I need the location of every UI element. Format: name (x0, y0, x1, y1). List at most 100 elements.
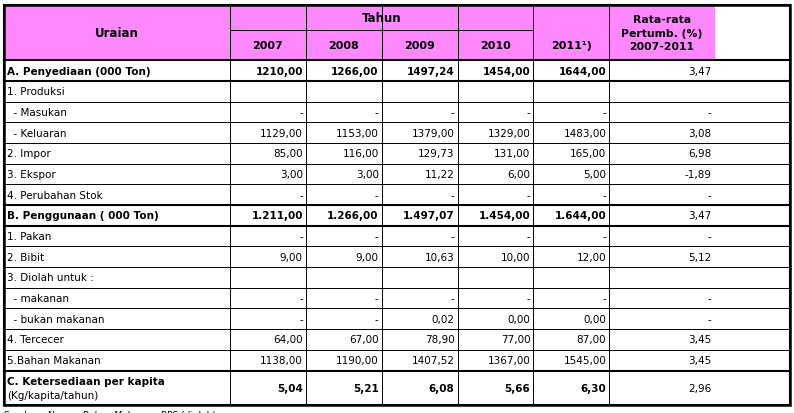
Text: 3,45: 3,45 (688, 335, 711, 344)
Text: -: - (375, 231, 379, 242)
Text: -: - (707, 108, 711, 118)
Text: 1.266,00: 1.266,00 (327, 211, 379, 221)
Text: Rata-rata
Pertumb. (%)
2007-2011: Rata-rata Pertumb. (%) 2007-2011 (621, 15, 703, 52)
Text: 3,45: 3,45 (688, 355, 711, 365)
Text: 3. Ekspor: 3. Ekspor (7, 170, 56, 180)
Text: -: - (526, 293, 530, 304)
Text: 5,00: 5,00 (584, 170, 607, 180)
Text: 2. Bibit: 2. Bibit (7, 252, 44, 262)
Text: 0,02: 0,02 (431, 314, 454, 324)
Bar (4, 185, 790, 206)
Bar (4, 350, 790, 370)
Text: -: - (375, 108, 379, 118)
Text: 1497,24: 1497,24 (407, 66, 454, 76)
Bar (4, 247, 790, 268)
Text: Tahun: Tahun (362, 12, 402, 25)
Text: 3,00: 3,00 (356, 170, 379, 180)
Text: 5.Bahan Makanan: 5.Bahan Makanan (7, 355, 101, 365)
Bar (4, 329, 790, 350)
Bar (4, 82, 790, 102)
Text: - makanan: - makanan (7, 293, 69, 304)
Text: -: - (451, 231, 454, 242)
Text: -: - (707, 231, 711, 242)
Text: 131,00: 131,00 (494, 149, 530, 159)
Text: 3,00: 3,00 (279, 170, 303, 180)
Text: 6,00: 6,00 (507, 170, 530, 180)
Bar (4, 164, 790, 185)
Text: 2009: 2009 (404, 41, 435, 51)
Text: 11,22: 11,22 (425, 170, 454, 180)
Text: 1407,52: 1407,52 (411, 355, 454, 365)
Text: 4. Perubahan Stok: 4. Perubahan Stok (7, 190, 102, 200)
Bar (4, 123, 790, 144)
Text: -: - (299, 190, 303, 200)
Text: -: - (603, 293, 607, 304)
Text: -: - (299, 314, 303, 324)
Text: 1483,00: 1483,00 (564, 128, 607, 138)
Text: 1153,00: 1153,00 (336, 128, 379, 138)
Text: 2010: 2010 (480, 41, 511, 51)
Text: -: - (375, 314, 379, 324)
Text: -: - (707, 293, 711, 304)
Text: 3,08: 3,08 (688, 128, 711, 138)
Text: -: - (603, 108, 607, 118)
Text: 67,00: 67,00 (349, 335, 379, 344)
Text: 4. Tercecer: 4. Tercecer (7, 335, 64, 344)
Text: - Masukan: - Masukan (7, 108, 67, 118)
Text: 12,00: 12,00 (576, 252, 607, 262)
Text: 0,00: 0,00 (584, 314, 607, 324)
Text: -: - (375, 293, 379, 304)
Text: 5,66: 5,66 (505, 383, 530, 393)
Text: 1379,00: 1379,00 (411, 128, 454, 138)
Text: 77,00: 77,00 (501, 335, 530, 344)
Text: 1. Pakan: 1. Pakan (7, 231, 52, 242)
Bar (4, 206, 790, 226)
Text: 1210,00: 1210,00 (256, 66, 303, 76)
Text: 85,00: 85,00 (273, 149, 303, 159)
Text: 6,30: 6,30 (580, 383, 607, 393)
Text: -: - (451, 293, 454, 304)
Text: -: - (451, 190, 454, 200)
Text: -: - (707, 314, 711, 324)
Text: Sumber : Neraca Bahan Makanan, BPS (diolah): Sumber : Neraca Bahan Makanan, BPS (diol… (4, 410, 216, 413)
Bar (4, 309, 790, 329)
Text: A. Penyediaan (000 Ton): A. Penyediaan (000 Ton) (7, 66, 151, 76)
Text: 116,00: 116,00 (342, 149, 379, 159)
Bar (230, 6, 534, 31)
Text: 9,00: 9,00 (279, 252, 303, 262)
Text: 2. Impor: 2. Impor (7, 149, 51, 159)
Text: 6,08: 6,08 (429, 383, 454, 393)
Text: 5,12: 5,12 (688, 252, 711, 262)
Text: -: - (451, 108, 454, 118)
Text: 1129,00: 1129,00 (260, 128, 303, 138)
Text: -: - (526, 108, 530, 118)
Text: 1266,00: 1266,00 (331, 66, 379, 76)
Text: 129,73: 129,73 (418, 149, 454, 159)
Bar (4, 226, 790, 247)
Text: 1329,00: 1329,00 (488, 128, 530, 138)
Text: 2008: 2008 (329, 41, 359, 51)
Text: 6,98: 6,98 (688, 149, 711, 159)
Text: -1,89: -1,89 (684, 170, 711, 180)
Text: -: - (603, 231, 607, 242)
Bar (230, 31, 306, 61)
Text: 1190,00: 1190,00 (336, 355, 379, 365)
Text: 1454,00: 1454,00 (483, 66, 530, 76)
Text: 1545,00: 1545,00 (564, 355, 607, 365)
Text: 1.454,00: 1.454,00 (479, 211, 530, 221)
Text: 3,47: 3,47 (688, 211, 711, 221)
Text: 1.211,00: 1.211,00 (252, 211, 303, 221)
Text: -: - (526, 190, 530, 200)
Text: C. Ketersediaan per kapita: C. Ketersediaan per kapita (7, 376, 165, 386)
Bar (609, 6, 715, 61)
Text: 87,00: 87,00 (576, 335, 607, 344)
Text: -: - (299, 293, 303, 304)
Bar (4, 61, 790, 82)
Bar (457, 31, 534, 61)
Text: 10,00: 10,00 (501, 252, 530, 262)
Text: -: - (603, 190, 607, 200)
Text: 1138,00: 1138,00 (260, 355, 303, 365)
Text: 1.497,07: 1.497,07 (403, 211, 454, 221)
Text: B. Penggunaan ( 000 Ton): B. Penggunaan ( 000 Ton) (7, 211, 159, 221)
Text: Uraian: Uraian (95, 27, 139, 40)
